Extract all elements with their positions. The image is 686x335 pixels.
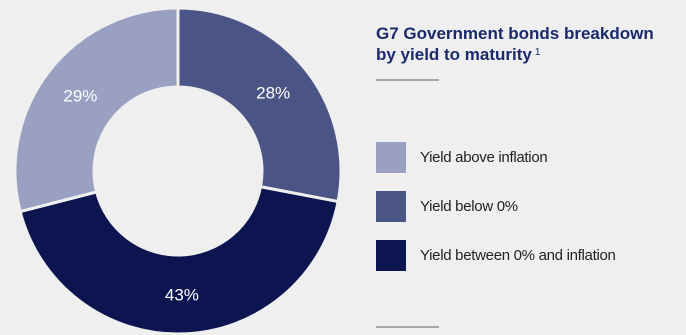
legend-label: Yield above inflation (420, 149, 548, 166)
chart-title: G7 Government bonds breakdown by yield t… (376, 23, 676, 65)
slice-label-yield-between-zero-and-inflation: 43% (165, 285, 199, 304)
slice-label-yield-below-zero: 28% (256, 83, 290, 102)
legend-label: Yield below 0% (420, 198, 518, 215)
pie-slice-yield-above-inflation (13, 6, 180, 214)
chart-title-text: G7 Government bonds breakdown by yield t… (376, 24, 654, 64)
divider-top (376, 79, 439, 81)
slice-label-yield-above-inflation: 29% (63, 86, 97, 105)
legend-label: Yield between 0% and inflation (420, 247, 616, 264)
legend-swatch (376, 191, 406, 222)
title-footnote-marker: 1 (534, 47, 541, 58)
divider-bottom (376, 326, 439, 328)
donut-chart: 28% 43% 29% (13, 6, 343, 335)
pie-slice-yield-below-zero (176, 6, 343, 204)
legend-swatch (376, 240, 406, 271)
legend-swatch (376, 142, 406, 173)
pie-slice-yield-between-zero-and-inflation (18, 184, 340, 335)
